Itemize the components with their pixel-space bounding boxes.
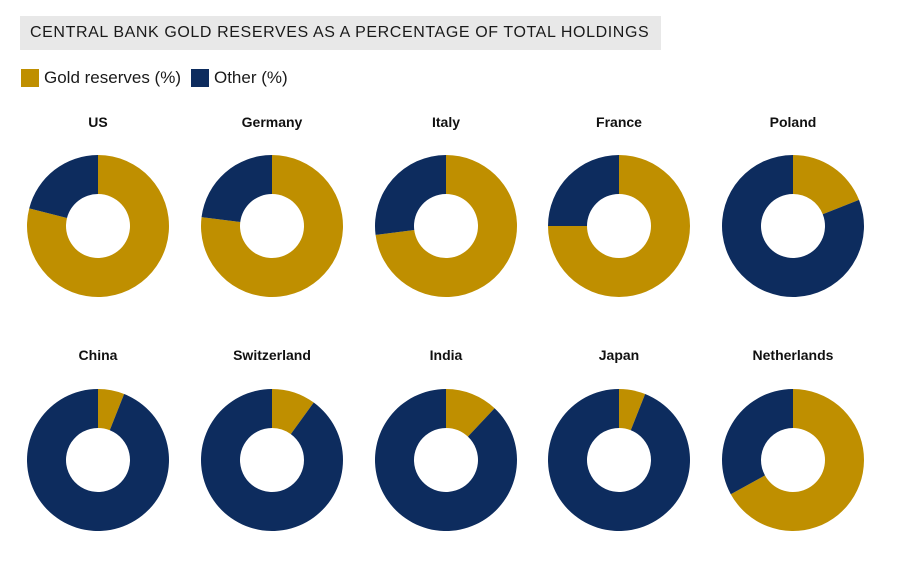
slice-other-italy: [374, 155, 446, 235]
chart-label-netherlands: Netherlands: [753, 347, 834, 363]
slice-other-germany: [201, 155, 272, 222]
slice-other-us: [29, 155, 99, 219]
chart-label-germany: Germany: [242, 114, 303, 130]
slice-gold-italy: [375, 155, 517, 297]
donut-japan: Japan: [548, 347, 690, 531]
chart-label-india: India: [430, 347, 463, 363]
slice-other-china: [27, 389, 170, 531]
donut-italy: Italy: [374, 114, 517, 297]
chart-label-china: China: [79, 347, 118, 363]
slice-other-japan: [548, 389, 690, 531]
slice-gold-germany: [201, 155, 343, 297]
donut-us: US: [27, 114, 170, 297]
donut-india: India: [374, 347, 517, 532]
donut-france: France: [548, 114, 690, 297]
chart-label-italy: Italy: [432, 114, 460, 130]
legend-item-other: Other (%): [190, 68, 288, 88]
slice-gold-switzerland: [272, 389, 314, 435]
chart-label-us: US: [88, 114, 107, 130]
donut-netherlands: Netherlands: [722, 347, 864, 531]
donut-china: China: [27, 347, 170, 531]
slice-gold-netherlands: [730, 389, 864, 531]
slice-gold-china: [98, 389, 125, 431]
chart-label-france: France: [596, 114, 642, 130]
legend-item-gold: Gold reserves (%): [21, 68, 181, 88]
chart-label-switzerland: Switzerland: [233, 347, 311, 363]
legend-label-other: Other (%): [213, 68, 288, 87]
chart-label-japan: Japan: [599, 347, 639, 363]
legend-label-gold: Gold reserves (%): [44, 68, 181, 87]
slice-gold-us: [27, 155, 170, 297]
slice-gold-poland: [793, 155, 860, 215]
donut-poland: Poland: [722, 114, 865, 297]
donut-germany: Germany: [201, 114, 343, 297]
slice-other-netherlands: [722, 389, 793, 495]
slice-other-switzerland: [201, 389, 343, 531]
slice-gold-france: [548, 155, 690, 297]
slice-gold-japan: [619, 389, 646, 431]
chart-label-poland: Poland: [770, 114, 817, 130]
slice-gold-india: [446, 389, 495, 437]
legend-swatch-gold: [21, 69, 39, 87]
donut-switzerland: Switzerland: [201, 347, 343, 531]
chart-title: CENTRAL BANK GOLD RESERVES AS A PERCENTA…: [30, 24, 650, 41]
slice-other-poland: [722, 155, 865, 297]
slice-other-india: [374, 389, 517, 532]
chart-title-box: CENTRAL BANK GOLD RESERVES AS A PERCENTA…: [20, 16, 662, 50]
legend-swatch-other: [190, 69, 209, 87]
slice-other-france: [548, 155, 619, 226]
legend: Gold reserves (%) Other (%): [21, 68, 298, 88]
